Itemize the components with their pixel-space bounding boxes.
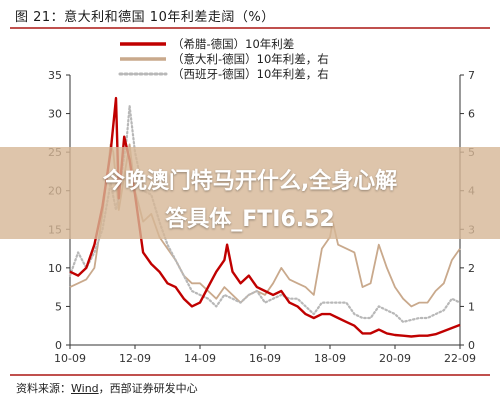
left-y-tick-label: 30 [48, 108, 62, 121]
left-y-tick-label: 5 [55, 300, 62, 313]
title-divider [10, 27, 490, 29]
left-y-tick-label: 10 [48, 262, 62, 275]
x-tick-label: 10-09 [54, 352, 86, 365]
source-prefix: 资料来源： [16, 382, 71, 395]
x-tick-label: 20-09 [379, 352, 411, 365]
x-tick-label: 14-09 [184, 352, 216, 365]
legend-greece-label: （希腊-德国）10年利差 [172, 37, 294, 51]
right-y-tick-label: 6 [468, 108, 475, 121]
source-note: 资料来源：Wind，西部证券研发中心 [16, 380, 198, 396]
chart-title: 图 21：意大利和德国 10年利差走阔（%） [15, 10, 275, 25]
banner-text-line-1: 今晚澳门特马开什么,全身心解 [102, 169, 398, 194]
right-y-tick-label: 1 [468, 300, 475, 313]
left-y-tick-label: 0 [55, 339, 62, 352]
x-tick-label: 18-09 [314, 352, 346, 365]
legend-italy-label: （意大利-德国）10年利差，右 [172, 52, 329, 66]
source-name: Wind [71, 382, 99, 395]
x-tick-label: 16-09 [249, 352, 281, 365]
right-y-tick-label: 0 [468, 339, 475, 352]
right-y-tick-label: 2 [468, 262, 475, 275]
overlay-banner [0, 147, 500, 239]
source-divider [10, 374, 490, 376]
series-line-spain [68, 104, 462, 323]
legend-spain-label: （西班牙-德国）10年利差，右 [172, 67, 329, 81]
left-y-tick-label: 35 [48, 69, 62, 82]
right-y-tick-label: 7 [468, 69, 475, 82]
banner-text-line-2: 答具体_FTI6.52 [165, 207, 335, 232]
chart-legend: （希腊-德国）10年利差（意大利-德国）10年利差，右（西班牙-德国）10年利差… [118, 37, 329, 81]
source-suffix: ，西部证券研发中心 [98, 382, 198, 395]
x-tick-label: 22-09 [444, 352, 476, 365]
x-tick-label: 12-09 [119, 352, 151, 365]
